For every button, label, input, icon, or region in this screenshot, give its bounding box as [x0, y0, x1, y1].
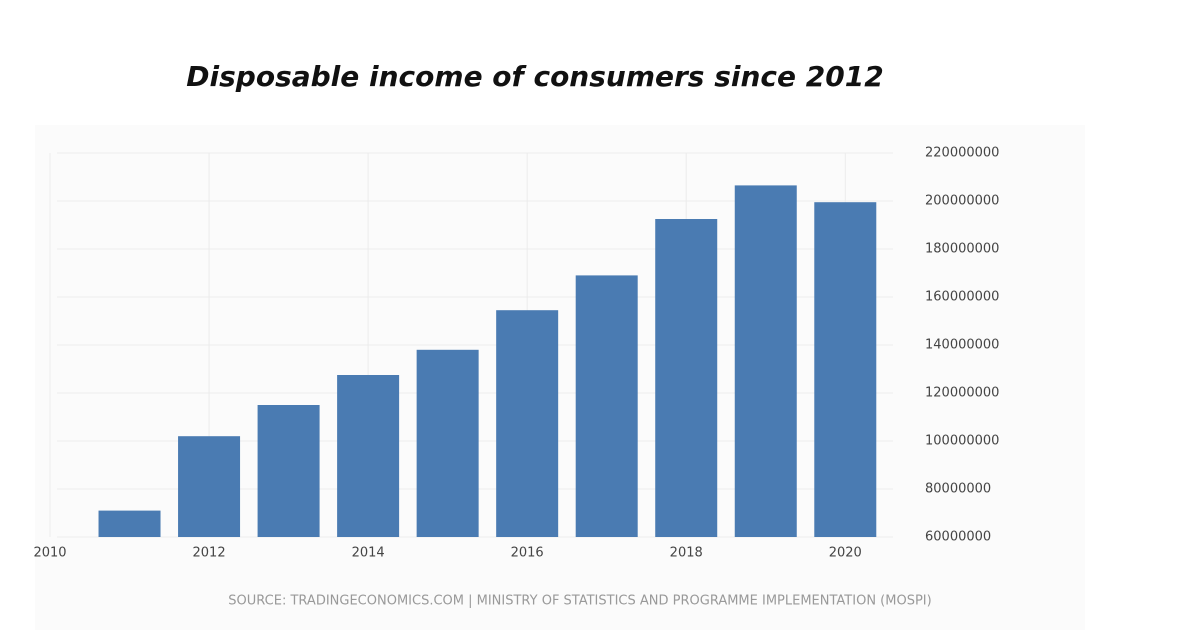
- bar: [416, 349, 479, 537]
- y-tick-label: 160000000: [925, 290, 999, 305]
- bar: [655, 219, 718, 537]
- y-tick-label: 100000000: [925, 434, 999, 449]
- bar: [814, 202, 877, 537]
- y-tick-label: 140000000: [925, 338, 999, 353]
- y-tick-label: 200000000: [925, 194, 999, 209]
- bar: [98, 510, 161, 537]
- y-tick-label: 80000000: [925, 482, 991, 497]
- x-tick-label: 2018: [670, 546, 703, 561]
- source-note: SOURCE: TRADINGECONOMICS.COM | MINISTRY …: [228, 594, 931, 609]
- bar: [575, 275, 638, 537]
- x-tick-label: 2012: [193, 546, 226, 561]
- x-tick-label: 2020: [829, 546, 862, 561]
- bar: [178, 436, 241, 537]
- bar: [734, 185, 797, 537]
- chart-panel: [35, 125, 1085, 630]
- bar: [496, 310, 559, 537]
- y-tick-label: 120000000: [925, 386, 999, 401]
- x-tick-label: 2016: [511, 546, 544, 561]
- y-tick-label: 60000000: [925, 530, 991, 545]
- chart-title: Disposable income of consumers since 201…: [186, 60, 883, 93]
- x-tick-label: 2010: [33, 546, 66, 561]
- bar: [337, 375, 400, 537]
- x-tick-label: 2014: [352, 546, 385, 561]
- y-tick-label: 220000000: [925, 146, 999, 161]
- y-tick-label: 180000000: [925, 242, 999, 257]
- bar: [257, 405, 320, 537]
